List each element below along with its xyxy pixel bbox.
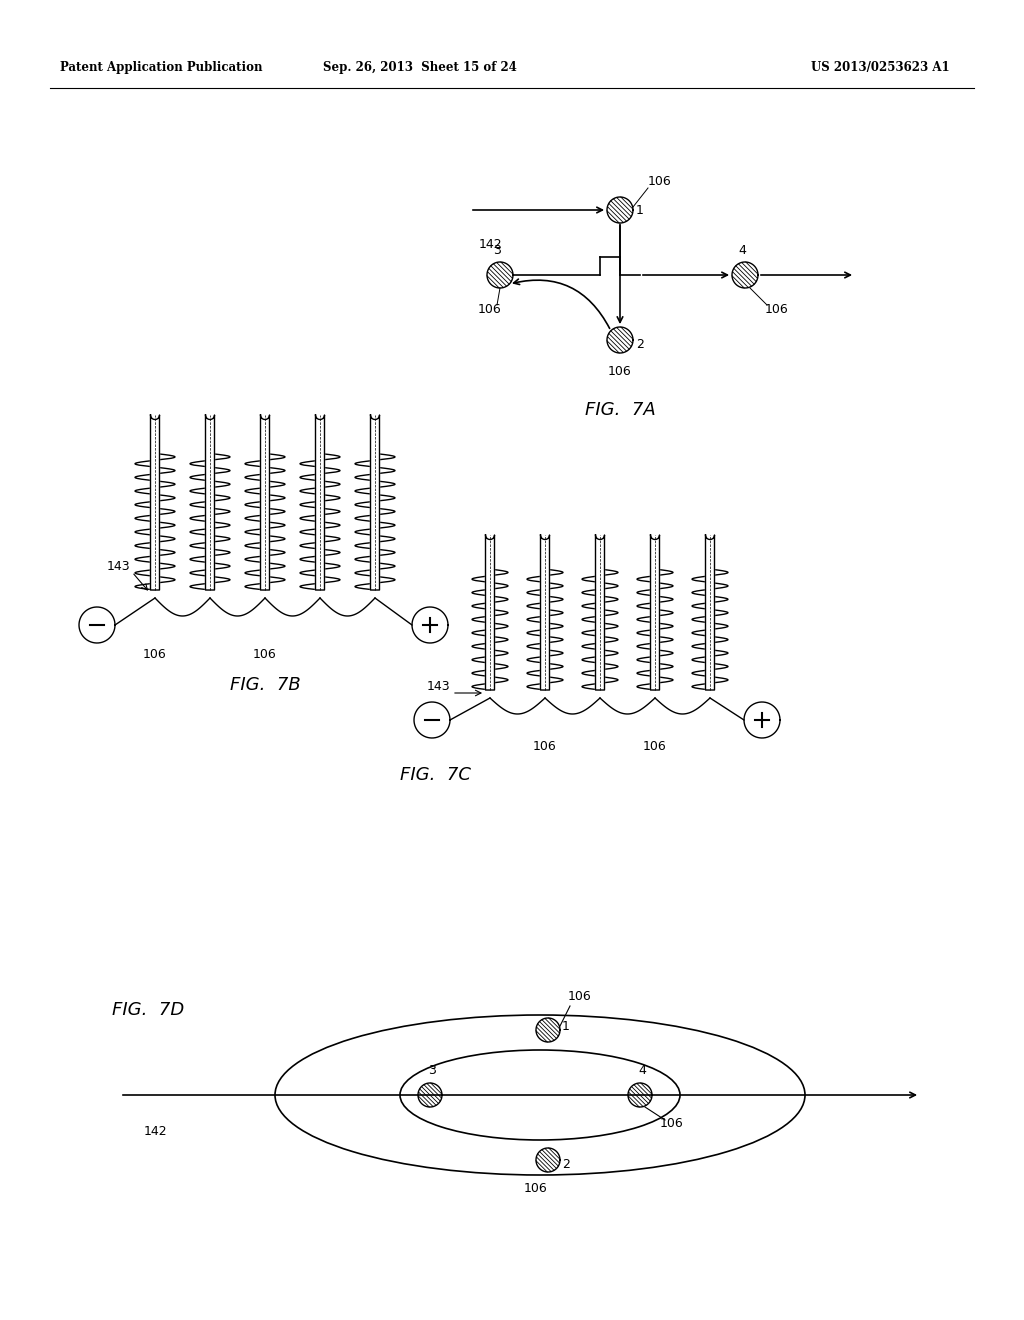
Polygon shape: [260, 414, 269, 590]
Text: 106: 106: [660, 1117, 684, 1130]
Polygon shape: [536, 1018, 560, 1041]
Text: US 2013/0253623 A1: US 2013/0253623 A1: [811, 62, 950, 74]
Polygon shape: [418, 1082, 442, 1107]
Polygon shape: [706, 535, 715, 690]
Text: 2: 2: [562, 1158, 570, 1171]
Text: 143: 143: [106, 560, 130, 573]
Text: 4: 4: [738, 244, 745, 257]
Polygon shape: [607, 197, 633, 223]
Text: FIG.  7A: FIG. 7A: [585, 401, 655, 418]
Polygon shape: [607, 327, 633, 352]
Text: 142: 142: [143, 1125, 167, 1138]
Text: 106: 106: [643, 741, 667, 752]
Text: FIG.  7D: FIG. 7D: [112, 1001, 184, 1019]
Polygon shape: [536, 1148, 560, 1172]
Text: Sep. 26, 2013  Sheet 15 of 24: Sep. 26, 2013 Sheet 15 of 24: [323, 62, 517, 74]
Polygon shape: [596, 535, 604, 690]
Text: 106: 106: [478, 304, 502, 315]
Text: 106: 106: [253, 648, 276, 661]
Text: 2: 2: [636, 338, 644, 351]
Polygon shape: [650, 535, 659, 690]
Polygon shape: [151, 414, 160, 590]
Text: 106: 106: [534, 741, 557, 752]
Text: 106: 106: [524, 1181, 548, 1195]
Text: 4: 4: [638, 1064, 646, 1077]
Text: 106: 106: [765, 304, 788, 315]
Text: 143: 143: [426, 680, 450, 693]
Text: Patent Application Publication: Patent Application Publication: [60, 62, 262, 74]
Polygon shape: [315, 414, 325, 590]
Polygon shape: [487, 261, 513, 288]
Text: 106: 106: [568, 990, 592, 1003]
Text: 106: 106: [608, 366, 632, 378]
Polygon shape: [206, 414, 214, 590]
Polygon shape: [628, 1082, 652, 1107]
Text: 142: 142: [478, 238, 502, 251]
Polygon shape: [485, 535, 495, 690]
Polygon shape: [541, 535, 550, 690]
Text: 106: 106: [143, 648, 167, 661]
Text: 1: 1: [562, 1019, 570, 1032]
Text: FIG.  7B: FIG. 7B: [229, 676, 300, 694]
Text: 3: 3: [494, 244, 501, 257]
Text: 3: 3: [428, 1064, 436, 1077]
Text: 106: 106: [648, 176, 672, 187]
Polygon shape: [732, 261, 758, 288]
Text: FIG.  7C: FIG. 7C: [400, 766, 471, 784]
Text: 1: 1: [636, 203, 644, 216]
Polygon shape: [371, 414, 380, 590]
